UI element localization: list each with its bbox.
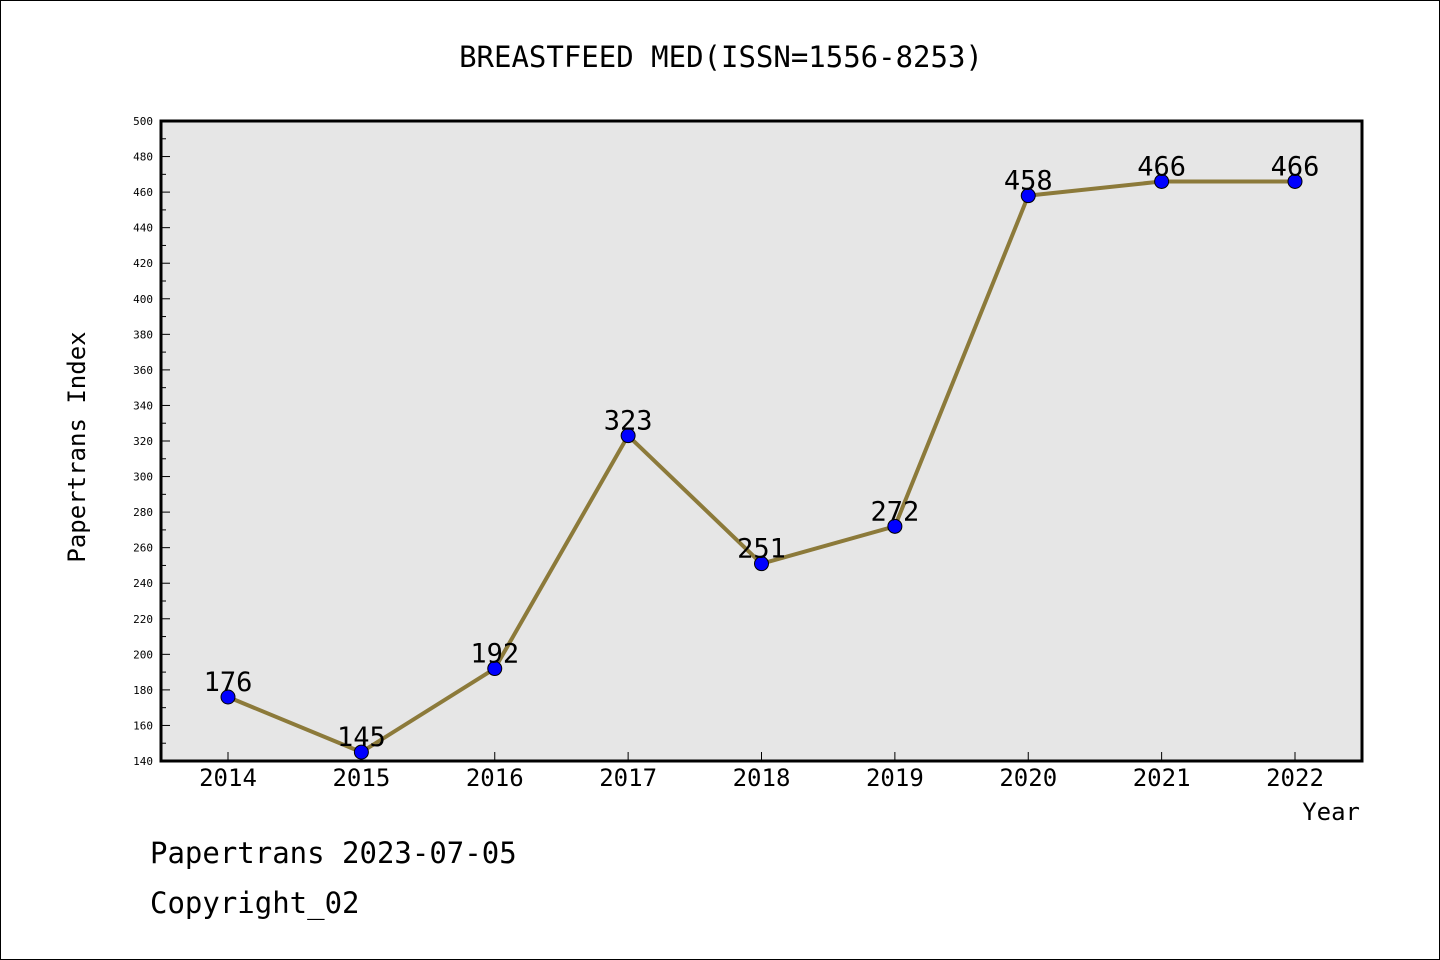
- chart-title: BREASTFEED MED(ISSN=1556-8253): [459, 40, 983, 74]
- x-tick-label: 2018: [733, 764, 791, 792]
- plot-area: [159, 119, 1364, 763]
- y-tick-label: 360: [133, 364, 153, 377]
- y-tick-label: 140: [133, 755, 153, 768]
- x-tick-label: 2016: [466, 764, 524, 792]
- data-point: [887, 518, 903, 534]
- data-point: [620, 428, 636, 444]
- x-tick-label: 2019: [866, 764, 924, 792]
- y-tick-label: 160: [133, 719, 153, 732]
- y-tick-label: 460: [133, 186, 153, 199]
- data-point: [353, 744, 369, 760]
- y-tick-label: 380: [133, 328, 153, 341]
- x-tick-label: 2015: [332, 764, 390, 792]
- data-point: [1020, 188, 1036, 204]
- series-group: 176 145 192 323 251 272 458 466 466: [204, 151, 1320, 760]
- data-point: [487, 661, 503, 677]
- y-tick-label: 180: [133, 684, 153, 697]
- y-axis: 140 160 180 200 220 240 260 280 300 320 340 360 380 4…: [133, 115, 170, 768]
- y-tick-label: 200: [133, 648, 153, 661]
- footer-copyright: Copyright_02: [150, 886, 360, 920]
- y-tick-label: 480: [133, 151, 153, 164]
- y-tick-label: 320: [133, 435, 153, 448]
- x-tick-label: 2021: [1133, 764, 1191, 792]
- y-tick-label: 240: [133, 577, 153, 590]
- y-tick-label: 400: [133, 293, 153, 306]
- y-tick-label: 220: [133, 613, 153, 626]
- x-tick-label: 2017: [599, 764, 657, 792]
- y-axis-label: Papertrans Index: [63, 331, 91, 562]
- footer-date: Papertrans 2023-07-05: [150, 836, 517, 870]
- y-tick-label: 340: [133, 399, 153, 412]
- x-tick-label: 2020: [999, 764, 1057, 792]
- data-label: 323: [604, 406, 653, 437]
- y-tick-label: 500: [133, 115, 153, 128]
- y-tick-label: 300: [133, 471, 153, 484]
- y-tick-label: 420: [133, 257, 153, 270]
- x-axis-label: Year: [1302, 798, 1360, 826]
- data-point: [1287, 173, 1303, 189]
- data-label: 192: [470, 639, 519, 670]
- data-label: 251: [737, 534, 786, 565]
- x-tick-label: 2022: [1266, 764, 1324, 792]
- data-point: [754, 556, 769, 572]
- data-label: 458: [1004, 166, 1053, 197]
- y-tick-label: 260: [133, 542, 153, 555]
- data-point: [1154, 173, 1170, 189]
- data-label: 272: [870, 496, 919, 527]
- y-tick-label: 280: [133, 506, 153, 519]
- data-label: 145: [337, 722, 386, 753]
- data-label: 176: [204, 667, 253, 698]
- data-label: 466: [1137, 151, 1186, 182]
- data-label: 466: [1271, 151, 1320, 182]
- x-axis: 2014 2015 2016 2017 2018 2019 2020 2021 2022: [199, 752, 1324, 792]
- y-tick-label: 440: [133, 222, 153, 235]
- x-tick-label: 2014: [199, 764, 257, 792]
- data-point: [220, 689, 236, 705]
